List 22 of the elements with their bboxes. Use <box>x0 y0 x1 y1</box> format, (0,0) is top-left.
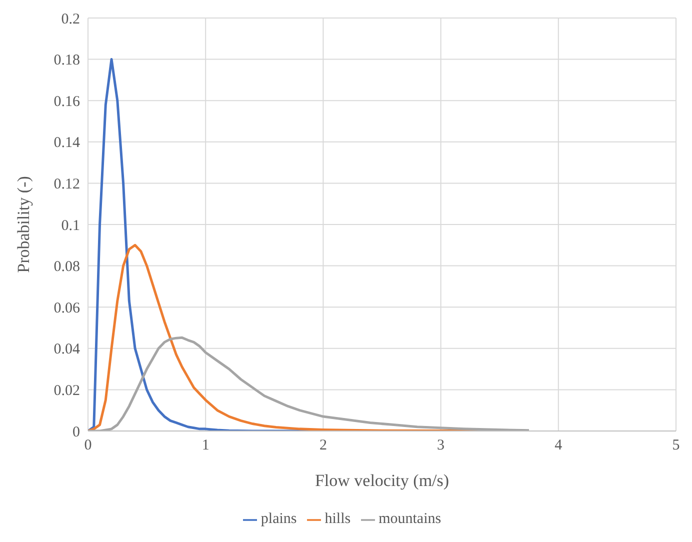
x-tick-label: 3 <box>437 438 445 454</box>
x-tick-label: 1 <box>202 438 210 454</box>
x-axis-title: Flow velocity (m/s) <box>314 471 450 490</box>
y-axis-title: Probability (-) <box>14 176 34 273</box>
y-tick-label: 0.08 <box>54 259 80 276</box>
y-tick-label: 0.1 <box>61 218 80 234</box>
x-tick-label: 0 <box>84 438 92 454</box>
y-tick-label: 0.06 <box>54 300 80 316</box>
y-tick-label: 0.16 <box>54 94 80 110</box>
x-tick-label: 4 <box>554 438 563 454</box>
y-tick-label: 0.14 <box>54 135 80 152</box>
legend-label: mountains <box>378 511 442 527</box>
y-tick-label: 0.02 <box>54 383 80 400</box>
y-tick-label: 0.2 <box>61 11 80 28</box>
legend-label: hills <box>324 511 351 527</box>
x-tick-label: 5 <box>672 438 680 454</box>
y-tick-label: 0.04 <box>54 342 80 358</box>
x-tick-label: 2 <box>319 438 327 454</box>
y-tick-label: 0.18 <box>54 52 80 69</box>
legend-label: plains <box>260 511 297 527</box>
y-tick-label: 0.12 <box>54 176 80 193</box>
y-tick-label: 0 <box>72 424 80 440</box>
